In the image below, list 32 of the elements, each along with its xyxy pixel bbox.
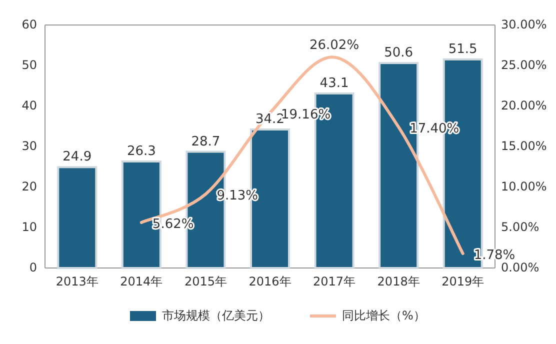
y2-tick-label: 30.00% bbox=[501, 17, 547, 32]
x-tick-label: 2014年 bbox=[120, 274, 163, 288]
y-tick-label: 0 bbox=[29, 260, 37, 274]
y2-tick-label: 0.00% bbox=[501, 260, 540, 274]
y-tick-label: 50 bbox=[22, 58, 37, 72]
x-tick-label: 2015年 bbox=[184, 274, 227, 288]
x-tick-label: 2018年 bbox=[377, 274, 420, 288]
data-label: 50.6 bbox=[384, 46, 414, 61]
x-tick-label: 2017年 bbox=[313, 274, 356, 288]
data-label: 34.2 bbox=[256, 112, 284, 128]
data-label: 51.5 bbox=[448, 42, 478, 57]
bar bbox=[57, 166, 98, 269]
x-tick-label: 2019年 bbox=[442, 274, 484, 288]
data-label: 24.9 bbox=[62, 150, 92, 165]
data-label: 26.02% bbox=[309, 38, 360, 53]
y2-tick-label: 10.00% bbox=[501, 179, 547, 194]
x-tick-label: 2016年 bbox=[248, 274, 292, 288]
y-tick-label: 10 bbox=[22, 220, 37, 234]
data-label: 43.1 bbox=[320, 76, 349, 92]
data-label: 26.3 bbox=[126, 144, 156, 160]
y2-tick-label: 25.00% bbox=[501, 58, 547, 72]
legend-label: 市场规模（亿美元） bbox=[162, 308, 270, 322]
y-tick-label: 60 bbox=[22, 17, 37, 32]
y2-tick-label: 20.00% bbox=[501, 98, 547, 112]
data-label: 28.7 bbox=[191, 134, 220, 150]
legend-label: 同比增长（%） bbox=[342, 308, 426, 322]
y-tick-label: 30 bbox=[22, 138, 37, 153]
y2-tick-label: 5.00% bbox=[501, 220, 540, 234]
y-tick-label: 20 bbox=[22, 179, 37, 194]
y-tick-label: 40 bbox=[22, 98, 37, 112]
x-tick-label: 2013年 bbox=[56, 274, 98, 288]
y2-tick-label: 15.00% bbox=[501, 138, 547, 153]
